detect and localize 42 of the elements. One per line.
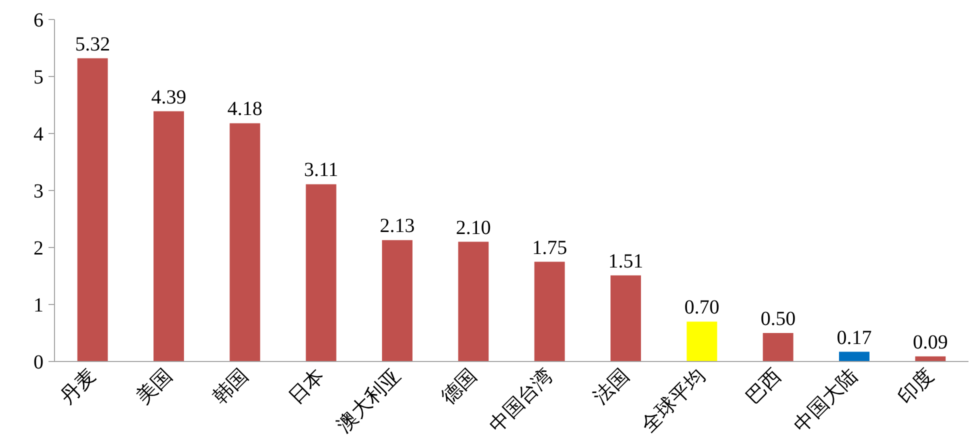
bar — [77, 58, 108, 362]
bar — [458, 242, 489, 362]
x-tick-label: 中国台湾 — [485, 364, 558, 437]
x-tick-label: 美国 — [132, 364, 177, 409]
x-tick-label: 丹麦 — [56, 364, 100, 409]
bar — [610, 275, 641, 362]
x-tick-label: 巴西 — [742, 364, 786, 409]
x-tick-label: 全球平均 — [638, 364, 710, 437]
y-tick-label: 6 — [34, 10, 44, 32]
bar — [534, 262, 565, 362]
x-tick-label: 中国大陆 — [790, 364, 862, 437]
data-label: 2.10 — [456, 216, 491, 239]
data-label: 0.17 — [836, 326, 872, 349]
bar — [839, 352, 870, 362]
bar — [686, 322, 718, 362]
data-label: 4.18 — [227, 98, 262, 120]
x-tick-label: 日本 — [285, 364, 329, 409]
bar — [762, 333, 794, 362]
y-tick-label: 1 — [34, 294, 44, 316]
data-label: 0.50 — [760, 308, 796, 330]
data-label: 0.70 — [684, 296, 720, 319]
x-tick-label: 澳大利亚 — [332, 364, 406, 437]
bar — [230, 123, 260, 362]
data-label: 3.11 — [304, 159, 338, 182]
y-tick-label: 0 — [34, 352, 44, 374]
y-tick-label: 4 — [34, 124, 44, 146]
x-tick-label: 韩国 — [208, 364, 253, 409]
data-label: 4.39 — [151, 86, 186, 108]
y-tick-label: 3 — [34, 180, 44, 202]
x-tick-label: 法国 — [590, 364, 634, 409]
x-tick-label: 印度 — [894, 364, 938, 409]
bar — [306, 184, 336, 362]
bar — [154, 111, 184, 362]
bar — [382, 240, 412, 362]
x-tick-label: 德国 — [437, 364, 482, 409]
data-label: 1.51 — [608, 250, 644, 272]
data-label: 5.32 — [75, 33, 110, 56]
data-label: 0.09 — [912, 331, 948, 354]
data-label: 1.75 — [532, 236, 568, 259]
y-tick-label: 2 — [34, 238, 44, 260]
data-label: 2.13 — [380, 215, 415, 238]
y-tick-label: 5 — [34, 66, 44, 88]
